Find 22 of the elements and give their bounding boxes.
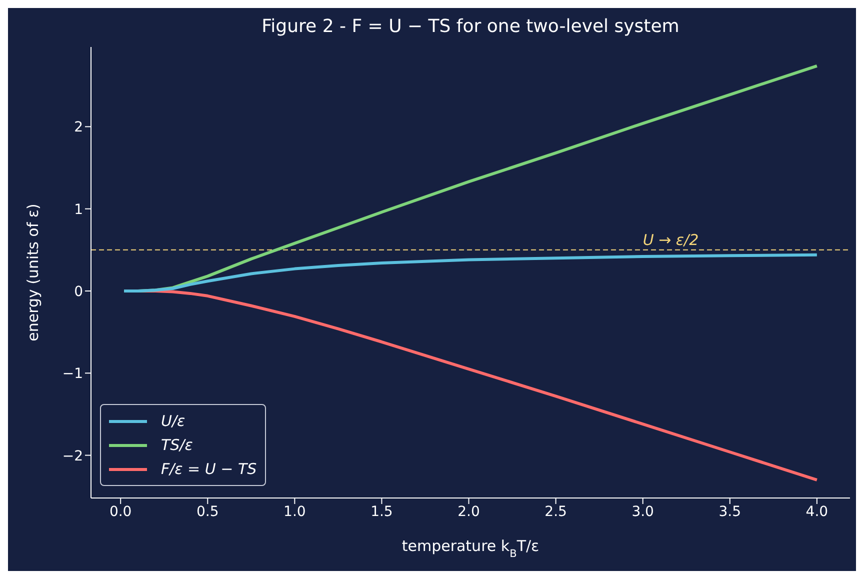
x-tick-label: 4.0: [806, 504, 828, 520]
x-tick-label: 3.5: [718, 504, 742, 520]
legend-label: F/ε = U − TS: [161, 460, 257, 478]
y-tick-label: 2: [74, 120, 83, 136]
annotation: U → ε/2: [642, 230, 699, 249]
y-tick-label: 1: [74, 202, 83, 218]
y-tick-label: −1: [62, 366, 83, 382]
x-tick-label: 1.0: [284, 504, 306, 520]
line-series: [122, 253, 818, 292]
y-tick-label: 0: [74, 284, 83, 300]
x-tick-label: 3.0: [632, 504, 654, 520]
legend-label: U/ε: [161, 412, 186, 430]
x-tick-label: 2.0: [458, 504, 480, 520]
y-axis-title: energy (units of ε): [24, 204, 42, 342]
x-axis-title: temperature k$_{B}$T/ε: [402, 537, 540, 560]
y-tick-label: −2: [62, 448, 83, 464]
x-tick-label: 2.5: [544, 504, 567, 520]
x-tick-label: 0.0: [109, 504, 132, 520]
legend-label: TS/ε: [161, 436, 193, 454]
x-tick-label: 0.5: [196, 504, 219, 520]
x-tick-label: 1.5: [370, 504, 393, 520]
chart-title: Figure 2 - F = U − TS for one two-level system: [262, 16, 680, 37]
